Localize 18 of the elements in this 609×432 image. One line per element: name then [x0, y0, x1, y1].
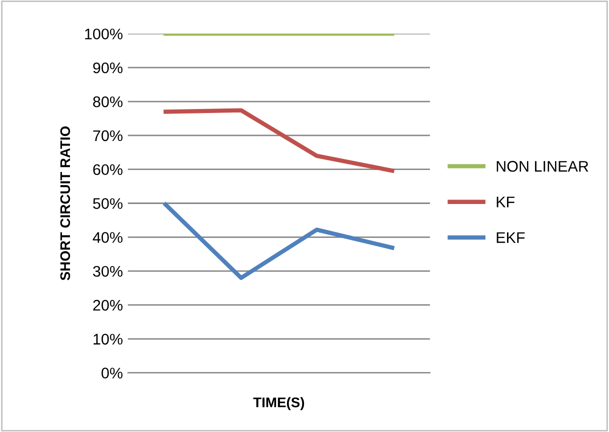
line-series: [164, 202, 394, 280]
y-tick-label: 40%: [92, 232, 122, 243]
line-series: [164, 108, 394, 173]
legend-label: NON LINEAR: [496, 160, 588, 172]
y-tick-label: 80%: [93, 96, 122, 108]
y-axis-title: SHORT CIRCUIT RATIO: [60, 126, 70, 280]
y-tick-label: 60%: [93, 164, 122, 176]
y-tick-label: 30%: [93, 266, 122, 277]
y-tick-label: 90%: [93, 62, 122, 74]
y-tick-label: 50%: [93, 198, 122, 209]
y-tick-label: 10%: [94, 334, 122, 345]
y-tick-label: 100%: [85, 28, 122, 40]
legend-label: EKF: [496, 232, 525, 243]
legend-label: KF: [496, 196, 514, 208]
x-axis-title: TIME(S): [253, 397, 304, 410]
y-tick-label: 20%: [93, 300, 122, 311]
y-tick-label: 0%: [102, 368, 122, 378]
y-tick-label: 70%: [93, 130, 122, 142]
